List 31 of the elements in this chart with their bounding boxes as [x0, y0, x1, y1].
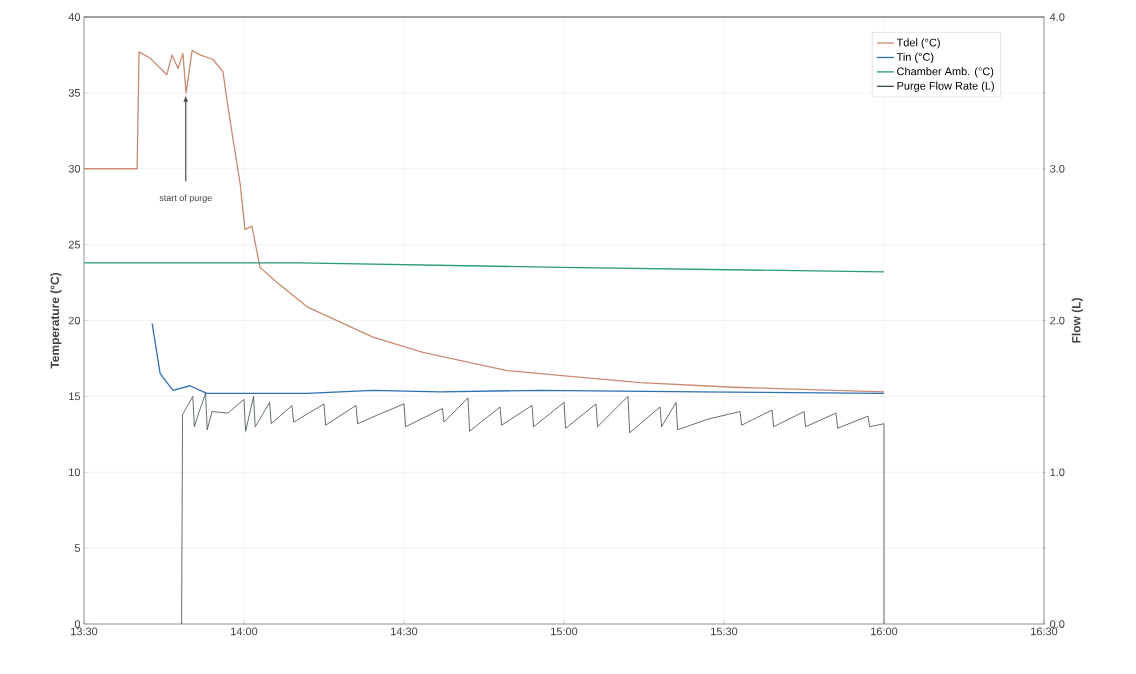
y2-tick-label: 4.0: [1049, 13, 1065, 21]
legend-label: Chamber Amb. (°C): [897, 67, 994, 78]
legend-label: Tdel (°C): [896, 38, 940, 49]
x-tick-label: 15:00: [551, 627, 578, 636]
y2-tick-label: 2.0: [1050, 316, 1065, 325]
line-series: [151, 322, 885, 394]
y-tick-label: 30: [68, 164, 81, 173]
x-tick-label: 16:00: [871, 627, 898, 636]
y-tick-label: 15: [69, 392, 81, 401]
x-tick-label: 16:30: [1031, 627, 1058, 636]
y-tick-label: 25: [68, 240, 81, 249]
y-tick-label: 10: [69, 468, 81, 477]
line-series: [181, 392, 885, 624]
line-series: [84, 49, 885, 393]
y-tick-label: 20: [68, 316, 81, 325]
x-tick-label: 15:30: [711, 627, 738, 636]
y2-tick-label: 1.0: [1050, 468, 1065, 477]
y-axis-title: Temperature (°C): [50, 272, 62, 369]
y2-tick-label: 0.0: [1050, 620, 1065, 628]
y-tick-label: 35: [68, 89, 81, 97]
legend-label: Tin (°C): [896, 52, 934, 63]
y-tick-label: 0: [74, 620, 81, 628]
x-tick-label: 14:00: [231, 627, 258, 636]
x-tick-label: 13:30: [71, 627, 98, 636]
y2-axis-title: Flow (L): [1071, 298, 1083, 343]
y-tick-label: 5: [74, 544, 81, 552]
y-tick-label: 40: [68, 13, 81, 21]
legend-label: Purge Flow Rate (L): [897, 81, 994, 92]
annotation: start of purge: [159, 194, 212, 203]
y2-tick-label: 3.0: [1050, 164, 1065, 173]
x-tick-label: 14:30: [391, 627, 418, 636]
